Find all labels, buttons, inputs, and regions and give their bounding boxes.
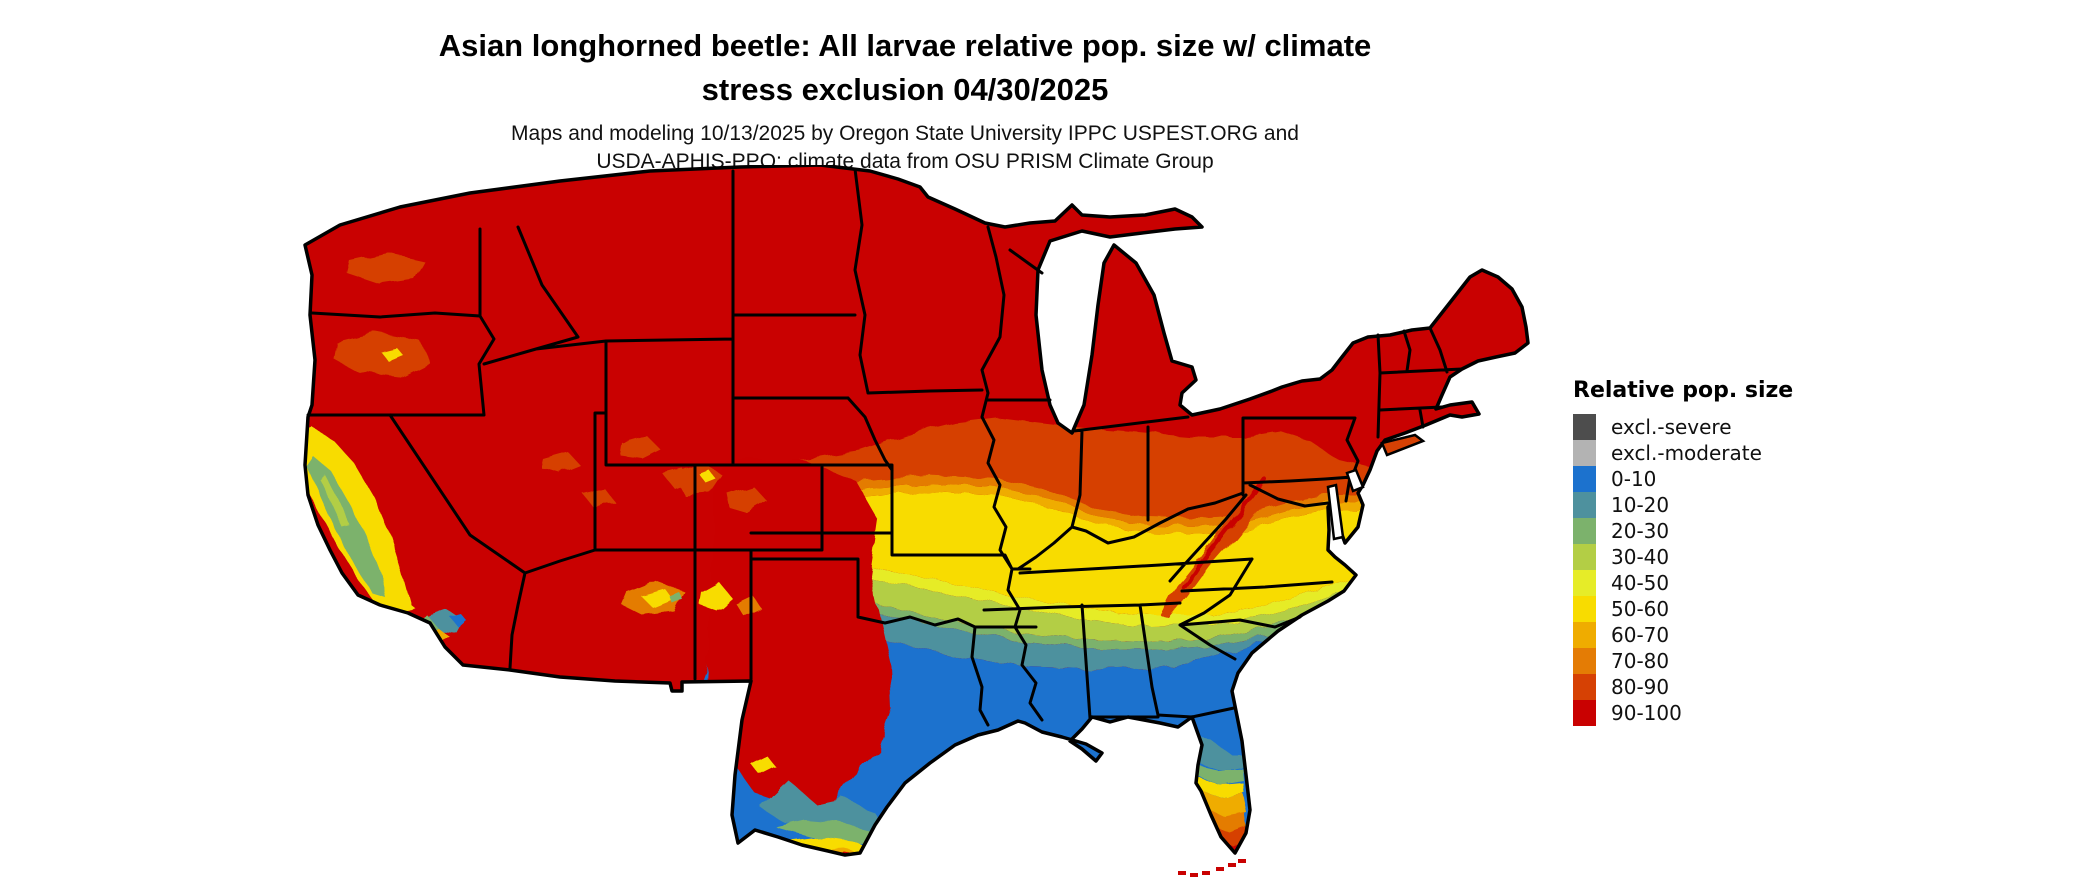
legend-row-label: 30-40	[1611, 545, 1670, 569]
map-raster-layers	[305, 165, 1528, 855]
map-appalachian-red-core	[1181, 476, 1267, 590]
map-co-orange2	[727, 485, 767, 513]
legend-row: 90-100	[1573, 700, 1793, 726]
page-title: Asian longhorned beetle: All larvae rela…	[240, 24, 1570, 112]
legend-color-swatch	[1573, 596, 1596, 622]
map-nm-orange	[735, 595, 762, 617]
legend-row: excl.-moderate	[1573, 440, 1793, 466]
map-stx-20-30	[775, 820, 875, 843]
legend-color-swatch	[1573, 570, 1596, 596]
legend-row: 80-90	[1573, 674, 1793, 700]
page-subtitle-line1: Maps and modeling 10/13/2025 by Oregon S…	[511, 122, 1299, 145]
map-fl-60-70	[1193, 787, 1247, 819]
legend-color-swatch	[1573, 492, 1596, 518]
legend-row: excl.-severe	[1573, 414, 1793, 440]
delaware-bay	[1345, 468, 1365, 493]
map-fl-50-60	[1195, 777, 1244, 797]
legend-row-label: 40-50	[1611, 571, 1670, 595]
legend-row-label: 10-20	[1611, 493, 1670, 517]
legend-color-swatch	[1573, 518, 1596, 544]
map-az-green	[668, 591, 682, 603]
map-co-orange1	[672, 463, 722, 495]
map-region-40-50	[725, 553, 1380, 626]
legend-row: 0-10	[1573, 466, 1793, 492]
legend-row: 30-40	[1573, 544, 1793, 570]
map-ca-ylwgreen	[320, 475, 350, 527]
legend-row-label: excl.-severe	[1611, 415, 1732, 439]
legend-row-label: 0-10	[1611, 467, 1657, 491]
legend-title: Relative pop. size	[1573, 378, 1794, 403]
map-fl-20-30	[1193, 765, 1244, 785]
legend-row-label: 20-30	[1611, 519, 1670, 543]
legend-row: 70-80	[1573, 648, 1793, 674]
legend-row: 40-50	[1573, 570, 1793, 596]
state-boundaries	[306, 167, 1464, 727]
legend-row-label: 50-60	[1611, 597, 1670, 621]
map-nv-orange2	[582, 488, 614, 508]
legend-row: 10-20	[1573, 492, 1793, 518]
page-title-line1: Asian longhorned beetle: All larvae rela…	[438, 28, 1372, 63]
map-region-30-40	[725, 563, 1370, 642]
legend-row-label: 80-90	[1611, 675, 1670, 699]
map-region-west-red-wedge	[706, 460, 892, 813]
legend-color-swatch	[1573, 544, 1596, 570]
chesapeake-bay	[1326, 483, 1345, 541]
legend-row-label: 90-100	[1611, 701, 1682, 725]
legend-color-swatch	[1573, 674, 1596, 700]
map-co-gold	[700, 471, 716, 483]
legend-color-swatch	[1573, 466, 1596, 492]
long-island	[1380, 433, 1426, 457]
legend-color-swatch	[1573, 440, 1596, 466]
map-az-gold	[640, 588, 672, 607]
map-stx-10-20	[760, 780, 882, 833]
page-subtitle: Maps and modeling 10/13/2025 by Oregon S…	[240, 120, 1570, 176]
map-region-60-70	[725, 483, 1388, 534]
map-wtx-gold	[750, 755, 776, 775]
legend-row-label: 70-80	[1611, 649, 1670, 673]
florida-keys	[1178, 859, 1246, 877]
legend-color-swatch	[1573, 622, 1596, 648]
legend-color-swatch	[1573, 414, 1596, 440]
map-nm-gold	[700, 583, 732, 611]
legend-row: 50-60	[1573, 596, 1793, 622]
map-wa-orange	[347, 253, 424, 284]
map-socal-blue	[450, 614, 467, 628]
legend: Relative pop. size excl.-severe excl.-mo…	[1573, 378, 1793, 726]
map-or-orange	[334, 333, 430, 378]
map-region-80-90	[725, 417, 1388, 518]
conus-map	[230, 163, 1560, 892]
map-nv-orange1	[540, 451, 580, 473]
page-title-line2: stress exclusion 04/30/2025	[701, 72, 1109, 107]
legend-row-label: 60-70	[1611, 623, 1670, 647]
legend-color-swatch	[1573, 648, 1596, 674]
us-population-map-svg	[303, 163, 1530, 877]
conus-outline	[303, 163, 1530, 857]
map-region-10-20	[725, 594, 1358, 670]
legend-row: 20-30	[1573, 518, 1793, 544]
legend-rows: excl.-severe excl.-moderate 0-10 10-20 2…	[1573, 414, 1793, 726]
map-or-gold	[380, 347, 403, 361]
legend-color-swatch	[1573, 700, 1596, 726]
legend-row: 60-70	[1573, 622, 1793, 648]
legend-row-label: excl.-moderate	[1611, 441, 1762, 465]
map-ut-orange1	[620, 436, 660, 458]
map-region-70-80	[725, 475, 1388, 526]
